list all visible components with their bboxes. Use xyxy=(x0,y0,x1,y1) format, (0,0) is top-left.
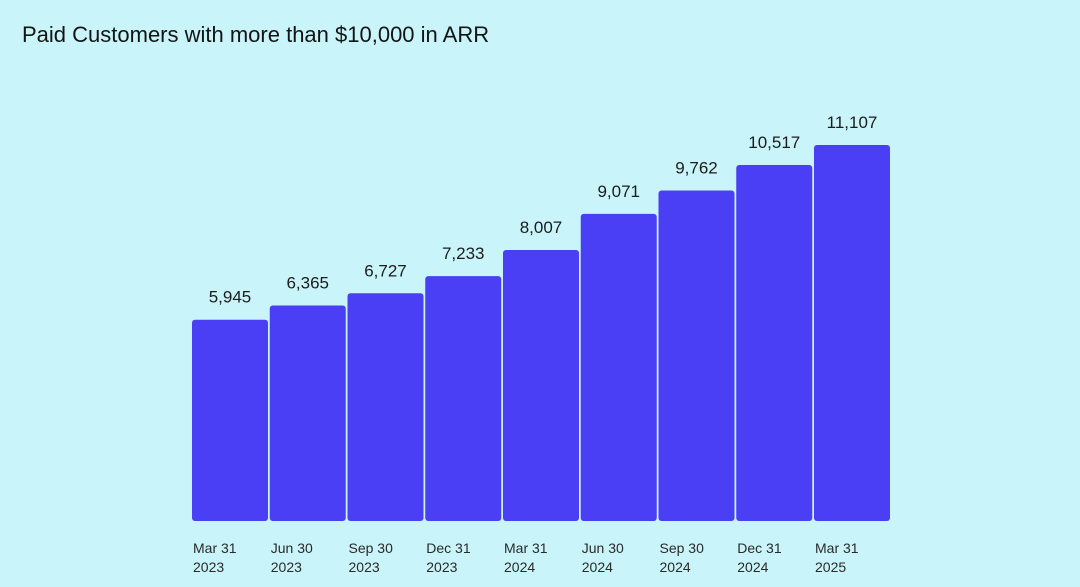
x-tick-label: 2025 xyxy=(815,559,846,575)
x-tick-label: 2023 xyxy=(271,559,302,575)
data-label: 6,727 xyxy=(364,261,407,280)
bar xyxy=(269,305,346,521)
x-tick-label: 2024 xyxy=(660,559,691,575)
data-label: 11,107 xyxy=(827,113,878,132)
bar xyxy=(347,293,424,521)
x-tick-label: 2023 xyxy=(193,559,224,575)
x-tick-label: Jun 30 xyxy=(271,540,313,556)
chart-title: Paid Customers with more than $10,000 in… xyxy=(22,22,490,47)
data-label: 6,365 xyxy=(286,274,329,293)
bar xyxy=(425,276,502,521)
x-tick-label: 2023 xyxy=(426,559,457,575)
x-tick-label: Jun 30 xyxy=(582,540,624,556)
x-tick-label: 2024 xyxy=(504,559,535,575)
bar xyxy=(503,249,579,522)
data-label: 9,762 xyxy=(675,159,718,178)
x-tick-label: Mar 31 xyxy=(815,540,859,556)
x-tick-label: Dec 31 xyxy=(737,540,782,556)
data-label: 10,517 xyxy=(748,133,800,152)
data-label: 5,945 xyxy=(209,288,252,307)
x-tick-label: 2024 xyxy=(582,559,613,575)
bar xyxy=(658,190,735,521)
x-tick-label: Sep 30 xyxy=(349,540,394,556)
data-label: 8,007 xyxy=(520,218,563,237)
x-tick-label: Sep 30 xyxy=(660,540,705,556)
x-tick-label: 2024 xyxy=(737,559,768,575)
bar xyxy=(192,319,268,521)
x-tick-label: Mar 31 xyxy=(504,540,548,556)
x-tick-label: Dec 31 xyxy=(426,540,471,556)
data-label: 7,233 xyxy=(442,244,485,263)
x-tick-label: 2023 xyxy=(349,559,380,575)
bar xyxy=(736,164,813,521)
bar xyxy=(580,213,657,521)
data-label: 9,071 xyxy=(597,182,640,201)
x-tick-label: Mar 31 xyxy=(193,540,237,556)
bar xyxy=(814,145,890,521)
